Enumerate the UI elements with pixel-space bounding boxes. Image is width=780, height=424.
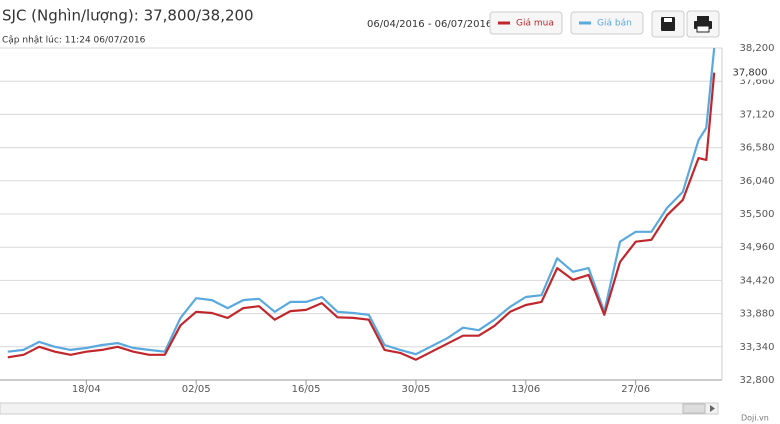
y-tick-label: 34,420 [740, 275, 775, 286]
scrollbar[interactable] [0, 402, 719, 415]
y-tick-label: 36,040 [740, 176, 775, 187]
legend-button[interactable]: Giá bán [570, 11, 644, 35]
save-button[interactable] [651, 10, 685, 38]
line-series [7, 72, 716, 361]
legend-label: Giá bán [597, 19, 632, 29]
print-button[interactable] [686, 10, 720, 38]
y-tick-label: 35,500 [740, 209, 775, 220]
y-tick-label: 33,880 [740, 309, 775, 320]
y-tick-label: 32,800 [740, 375, 775, 386]
y-tick-label: 37,660 [740, 76, 775, 87]
line-series [7, 47, 716, 356]
x-tick-label: 30/05 [402, 384, 431, 395]
subtitle: Cập nhật lúc: 11:24 06/07/2016 [2, 36, 146, 46]
legend-box [489, 11, 563, 35]
annotation: 37,800 [733, 68, 768, 79]
annotation-box [726, 65, 774, 80]
x-tick-label: 02/05 [182, 384, 211, 395]
x-tick-label: 18/04 [72, 384, 101, 395]
y-tick-label: 34,960 [740, 242, 775, 253]
chart-title: SJC (Nghìn/lượng): 37,800/38,200 [2, 7, 254, 25]
y-tick-label: 36,580 [740, 143, 775, 154]
legend-button[interactable]: Giá mua [489, 11, 563, 35]
legend-box [570, 11, 644, 35]
x-tick-label: 16/05 [292, 384, 321, 395]
y-tick-label: 33,340 [740, 342, 775, 353]
legend-label: Giá mua [516, 19, 554, 29]
credit: Doji.vn [741, 414, 769, 423]
date-range: 06/04/2016 - 06/07/2016 [367, 19, 492, 30]
x-tick-label: 13/06 [511, 384, 540, 395]
x-tick-label: 27/06 [621, 384, 650, 395]
y-tick-label: 38,200 [740, 43, 775, 54]
y-tick-label: 37,120 [740, 109, 775, 120]
